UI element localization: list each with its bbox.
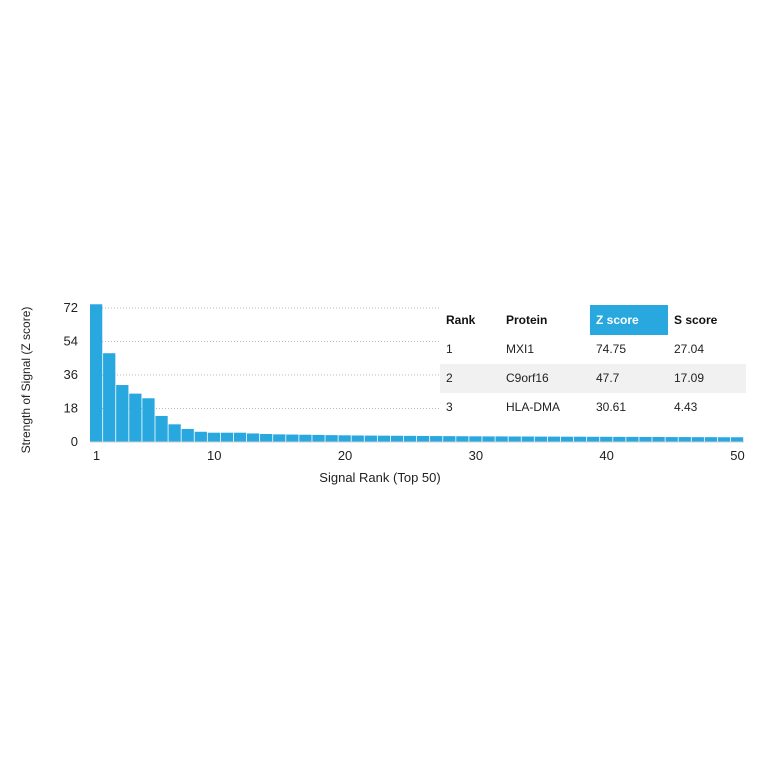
bar-rank-20 (338, 435, 351, 442)
bar-rank-30 (469, 436, 482, 442)
bar-rank-35 (534, 436, 547, 442)
x-tick-label: 30 (469, 448, 483, 463)
bar-rank-26 (417, 435, 430, 442)
axes: Strength of Signal (Z score) Signal Rank… (19, 300, 745, 485)
table-header-cell: S score (674, 313, 718, 327)
table-row (440, 335, 746, 364)
table-cell: 30.61 (596, 400, 626, 414)
bar-rank-36 (547, 436, 561, 442)
bar-rank-22 (364, 435, 377, 442)
bar-rank-21 (351, 435, 364, 442)
bar-rank-48 (704, 437, 718, 442)
gridlines (90, 307, 440, 409)
x-tick-label: 1 (93, 448, 100, 463)
bar-rank-10 (207, 432, 220, 442)
bar-rank-9 (194, 431, 207, 442)
bar-rank-7 (168, 424, 181, 442)
bar-rank-32 (495, 436, 508, 442)
bar-rank-27 (430, 436, 443, 442)
bar-rank-39 (587, 436, 600, 442)
bars (90, 304, 744, 442)
y-axis-label: Strength of Signal (Z score) (19, 307, 33, 454)
bar-rank-28 (443, 436, 456, 442)
x-tick-label: 10 (207, 448, 221, 463)
table-cell: MXI1 (506, 342, 534, 356)
bar-rank-5 (142, 398, 155, 442)
bar-rank-49 (717, 437, 731, 442)
y-tick-label: 54 (64, 334, 78, 349)
bar-rank-38 (573, 436, 587, 442)
bar-rank-34 (521, 436, 534, 442)
bar-rank-11 (220, 432, 234, 442)
bar-rank-6 (155, 415, 168, 442)
table-header-cell: Rank (446, 313, 476, 327)
bar-rank-3 (116, 385, 129, 442)
bar-rank-8 (181, 428, 194, 442)
x-tick-label: 20 (338, 448, 352, 463)
table-cell: C9orf16 (506, 371, 549, 385)
bar-rank-2 (103, 353, 116, 442)
bar-rank-24 (390, 435, 404, 442)
y-tick-label: 0 (71, 434, 78, 449)
bar-rank-41 (613, 436, 626, 442)
x-tick-label: 50 (730, 448, 744, 463)
bar-rank-14 (260, 433, 273, 442)
table-cell: 4.43 (674, 400, 698, 414)
table-cell: 17.09 (674, 371, 704, 385)
bar-rank-42 (626, 436, 639, 442)
bar-rank-12 (233, 432, 247, 442)
bar-rank-19 (325, 435, 338, 442)
bar-rank-43 (639, 436, 652, 442)
table-cell: 2 (446, 371, 453, 385)
table-header-cell: Protein (506, 313, 547, 327)
bar-rank-13 (246, 433, 260, 442)
bar-rank-17 (299, 434, 312, 442)
bar-rank-37 (560, 436, 574, 442)
table-cell: 47.7 (596, 371, 620, 385)
table-row (440, 393, 746, 422)
bar-rank-50 (730, 437, 744, 442)
bar-rank-16 (286, 434, 299, 442)
bar-rank-31 (482, 436, 495, 442)
bar-rank-46 (678, 437, 691, 442)
table-cell: 27.04 (674, 342, 704, 356)
x-axis-label: Signal Rank (Top 50) (319, 470, 440, 485)
table-cell: HLA-DMA (506, 400, 560, 414)
bar-rank-29 (456, 436, 469, 442)
bar-rank-25 (403, 435, 417, 442)
bar-rank-23 (377, 435, 391, 442)
y-tick-label: 72 (64, 300, 78, 315)
y-tick-label: 18 (64, 401, 78, 416)
table-cell: 1 (446, 342, 453, 356)
table-header-highlight (590, 305, 668, 335)
top-proteins-table: Rank Protein Z score S score 1 MXI1 74.75 27.04… (440, 305, 746, 422)
bar-rank-33 (508, 436, 521, 442)
y-tick-label: 36 (64, 367, 78, 382)
bar-rank-1 (90, 304, 103, 442)
table-cell: 74.75 (596, 342, 626, 356)
table-row (440, 364, 746, 393)
table-cell: 3 (446, 400, 453, 414)
bar-rank-18 (312, 434, 325, 442)
x-tick-label: 40 (599, 448, 613, 463)
bar-rank-45 (665, 437, 678, 442)
bar-rank-40 (600, 436, 613, 442)
bar-rank-4 (129, 393, 142, 442)
bar-rank-47 (691, 437, 704, 442)
bar-rank-44 (652, 436, 665, 442)
bar-rank-15 (273, 434, 286, 442)
table-header-cell: Z score (596, 313, 639, 327)
